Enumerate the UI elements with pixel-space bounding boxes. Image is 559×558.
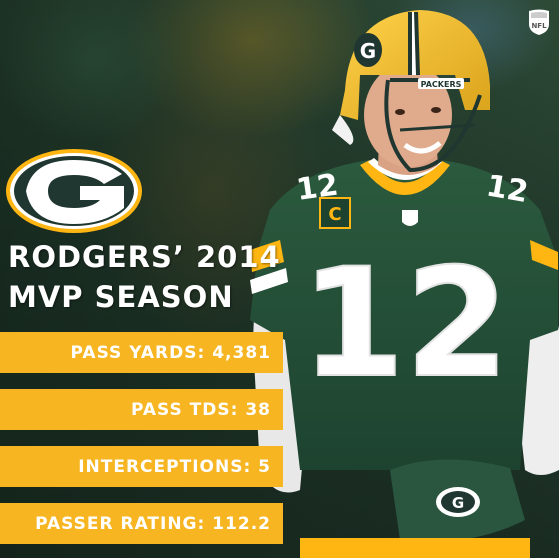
stat-label: INTERCEPTIONS: 5 — [78, 456, 271, 477]
stat-label: PASSER RATING: 112.2 — [35, 513, 271, 534]
stat-bar-pass-tds: PASS TDS: 38 — [0, 389, 283, 430]
headline-line-2: MVP SEASON — [8, 280, 234, 314]
stat-bar-pass-yards: PASS YARDS: 4,381 — [0, 332, 283, 373]
player-photo: C 12 12 12 G PACKERS G — [250, 10, 559, 558]
captain-patch: C — [328, 204, 341, 225]
jersey-number: 12 — [301, 237, 510, 411]
stat-bar-interceptions: INTERCEPTIONS: 5 — [0, 446, 283, 487]
svg-text:12: 12 — [484, 168, 531, 210]
svg-text:12: 12 — [294, 167, 340, 207]
svg-text:G: G — [360, 39, 376, 63]
svg-text:G: G — [452, 494, 464, 512]
nfl-logo-text: NFL — [531, 22, 547, 30]
helmet-brand: PACKERS — [421, 80, 462, 89]
stat-bar-passer-rating: PASSER RATING: 112.2 — [0, 503, 283, 544]
headline-line-1: RODGERS’ 2014 — [8, 240, 281, 274]
stat-label: PASS YARDS: 4,381 — [70, 342, 271, 363]
packers-g-logo-icon — [6, 149, 142, 233]
nfl-shield-icon: NFL — [529, 9, 549, 35]
stat-label: PASS TDS: 38 — [130, 399, 271, 420]
